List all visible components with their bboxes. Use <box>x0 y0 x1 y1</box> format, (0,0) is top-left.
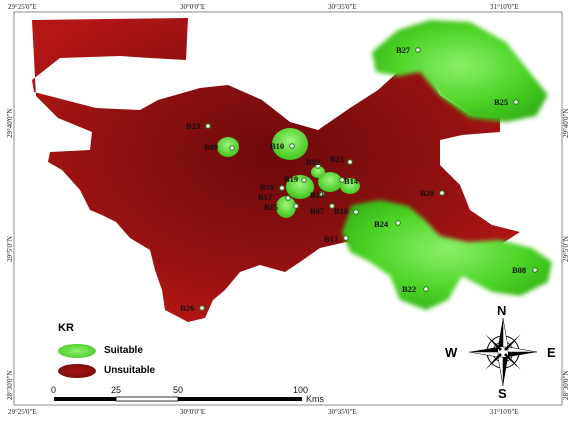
borehole-label: B23 <box>186 121 200 131</box>
borehole-point <box>315 163 321 169</box>
borehole-point <box>347 159 353 165</box>
borehole-point <box>395 220 401 226</box>
borehole-label: B24 <box>374 219 389 229</box>
borehole-label: B02 <box>306 157 320 167</box>
scale-bar <box>54 396 302 402</box>
bottom-tick-3: 30°35'0"E <box>328 408 357 416</box>
suitable-blob-b14 <box>318 172 342 192</box>
borehole-point <box>199 305 205 311</box>
borehole-point <box>301 177 307 183</box>
borehole-label: B26 <box>180 303 194 313</box>
scale-tick-100: 100 <box>293 385 309 395</box>
borehole-label: B18 <box>334 206 348 216</box>
borehole-label: B10 <box>270 141 284 151</box>
borehole-label: B21 <box>330 154 344 164</box>
map-border <box>13 11 563 406</box>
suitable-blob-b09 <box>217 137 239 157</box>
top-tick-4: 31°10'0"E <box>490 3 519 11</box>
borehole-point <box>423 286 429 292</box>
borehole-point <box>285 195 291 201</box>
borehole-label: B09 <box>204 142 218 152</box>
suitable-blob-b15 <box>276 196 296 218</box>
borehole-label: B20 <box>420 188 434 198</box>
legend-label-suitable: Suitable <box>104 345 143 356</box>
compass-north: N <box>497 303 507 318</box>
borehole-point <box>353 209 359 215</box>
borehole-label: B07 <box>310 206 325 216</box>
borehole-labels: B27 B25 B23 B09 B10 B02 B21 B19 B14 B16 … <box>180 45 526 313</box>
borehole-point <box>513 99 519 105</box>
borehole-label: B08 <box>512 265 526 275</box>
top-tick-1: 29°25'0"E <box>8 3 37 11</box>
bottom-tick-2: 30°0'0"E <box>180 408 206 416</box>
scale-tick-0: 0 <box>51 385 57 395</box>
scale-tick-25: 25 <box>111 385 122 395</box>
suitable-zone-northeast <box>372 20 548 122</box>
borehole-points <box>199 47 538 311</box>
borehole-point <box>319 191 325 197</box>
borehole-point <box>339 177 345 183</box>
map-legend: KR Suitable Unsuitable <box>58 322 188 382</box>
borehole-point <box>329 203 335 209</box>
compass-west: W <box>445 345 458 360</box>
bottom-tick-4: 31°10'0"E <box>490 408 519 416</box>
borehole-point <box>289 143 295 149</box>
borehole-label: B13 <box>310 190 324 200</box>
suitable-blob-b17 <box>286 175 314 199</box>
borehole-point <box>532 267 538 273</box>
borehole-point <box>293 203 299 209</box>
suitable-zone-southeast <box>342 200 552 310</box>
bottom-tick-1: 29°25'0"E <box>8 408 37 416</box>
compass-rose <box>468 317 538 387</box>
borehole-point <box>439 190 445 196</box>
borehole-point <box>415 47 421 53</box>
scale-unit: Kms <box>306 394 324 404</box>
suitable-blob-b02 <box>311 166 325 178</box>
top-tick-3: 30°35'0"E <box>328 3 357 11</box>
borehole-label: B27 <box>396 45 411 55</box>
borehole-label: B17 <box>258 192 273 202</box>
borehole-point <box>343 235 349 241</box>
legend-swatch-suitable <box>58 344 96 358</box>
borehole-label: B19 <box>284 174 298 184</box>
borehole-label: B22 <box>402 284 416 294</box>
legend-title: KR <box>58 322 74 334</box>
borehole-label: B14 <box>344 176 359 186</box>
suitable-blob-east <box>340 178 360 194</box>
borehole-label: B12 <box>324 234 338 244</box>
borehole-label: B25 <box>494 97 508 107</box>
suitable-blob-b10 <box>272 128 308 160</box>
borehole-point <box>279 185 285 191</box>
borehole-point <box>205 123 211 129</box>
borehole-label: B16 <box>260 182 274 192</box>
scale-tick-50: 50 <box>173 385 184 395</box>
borehole-label: B15 <box>264 202 278 212</box>
legend-swatch-unsuitable <box>58 364 96 378</box>
compass-east: E <box>547 345 556 360</box>
legend-label-unsuitable: Unsuitable <box>104 365 156 376</box>
compass-south: S <box>498 386 507 401</box>
top-tick-2: 30°0'0"E <box>180 3 206 11</box>
borehole-point <box>229 145 235 151</box>
